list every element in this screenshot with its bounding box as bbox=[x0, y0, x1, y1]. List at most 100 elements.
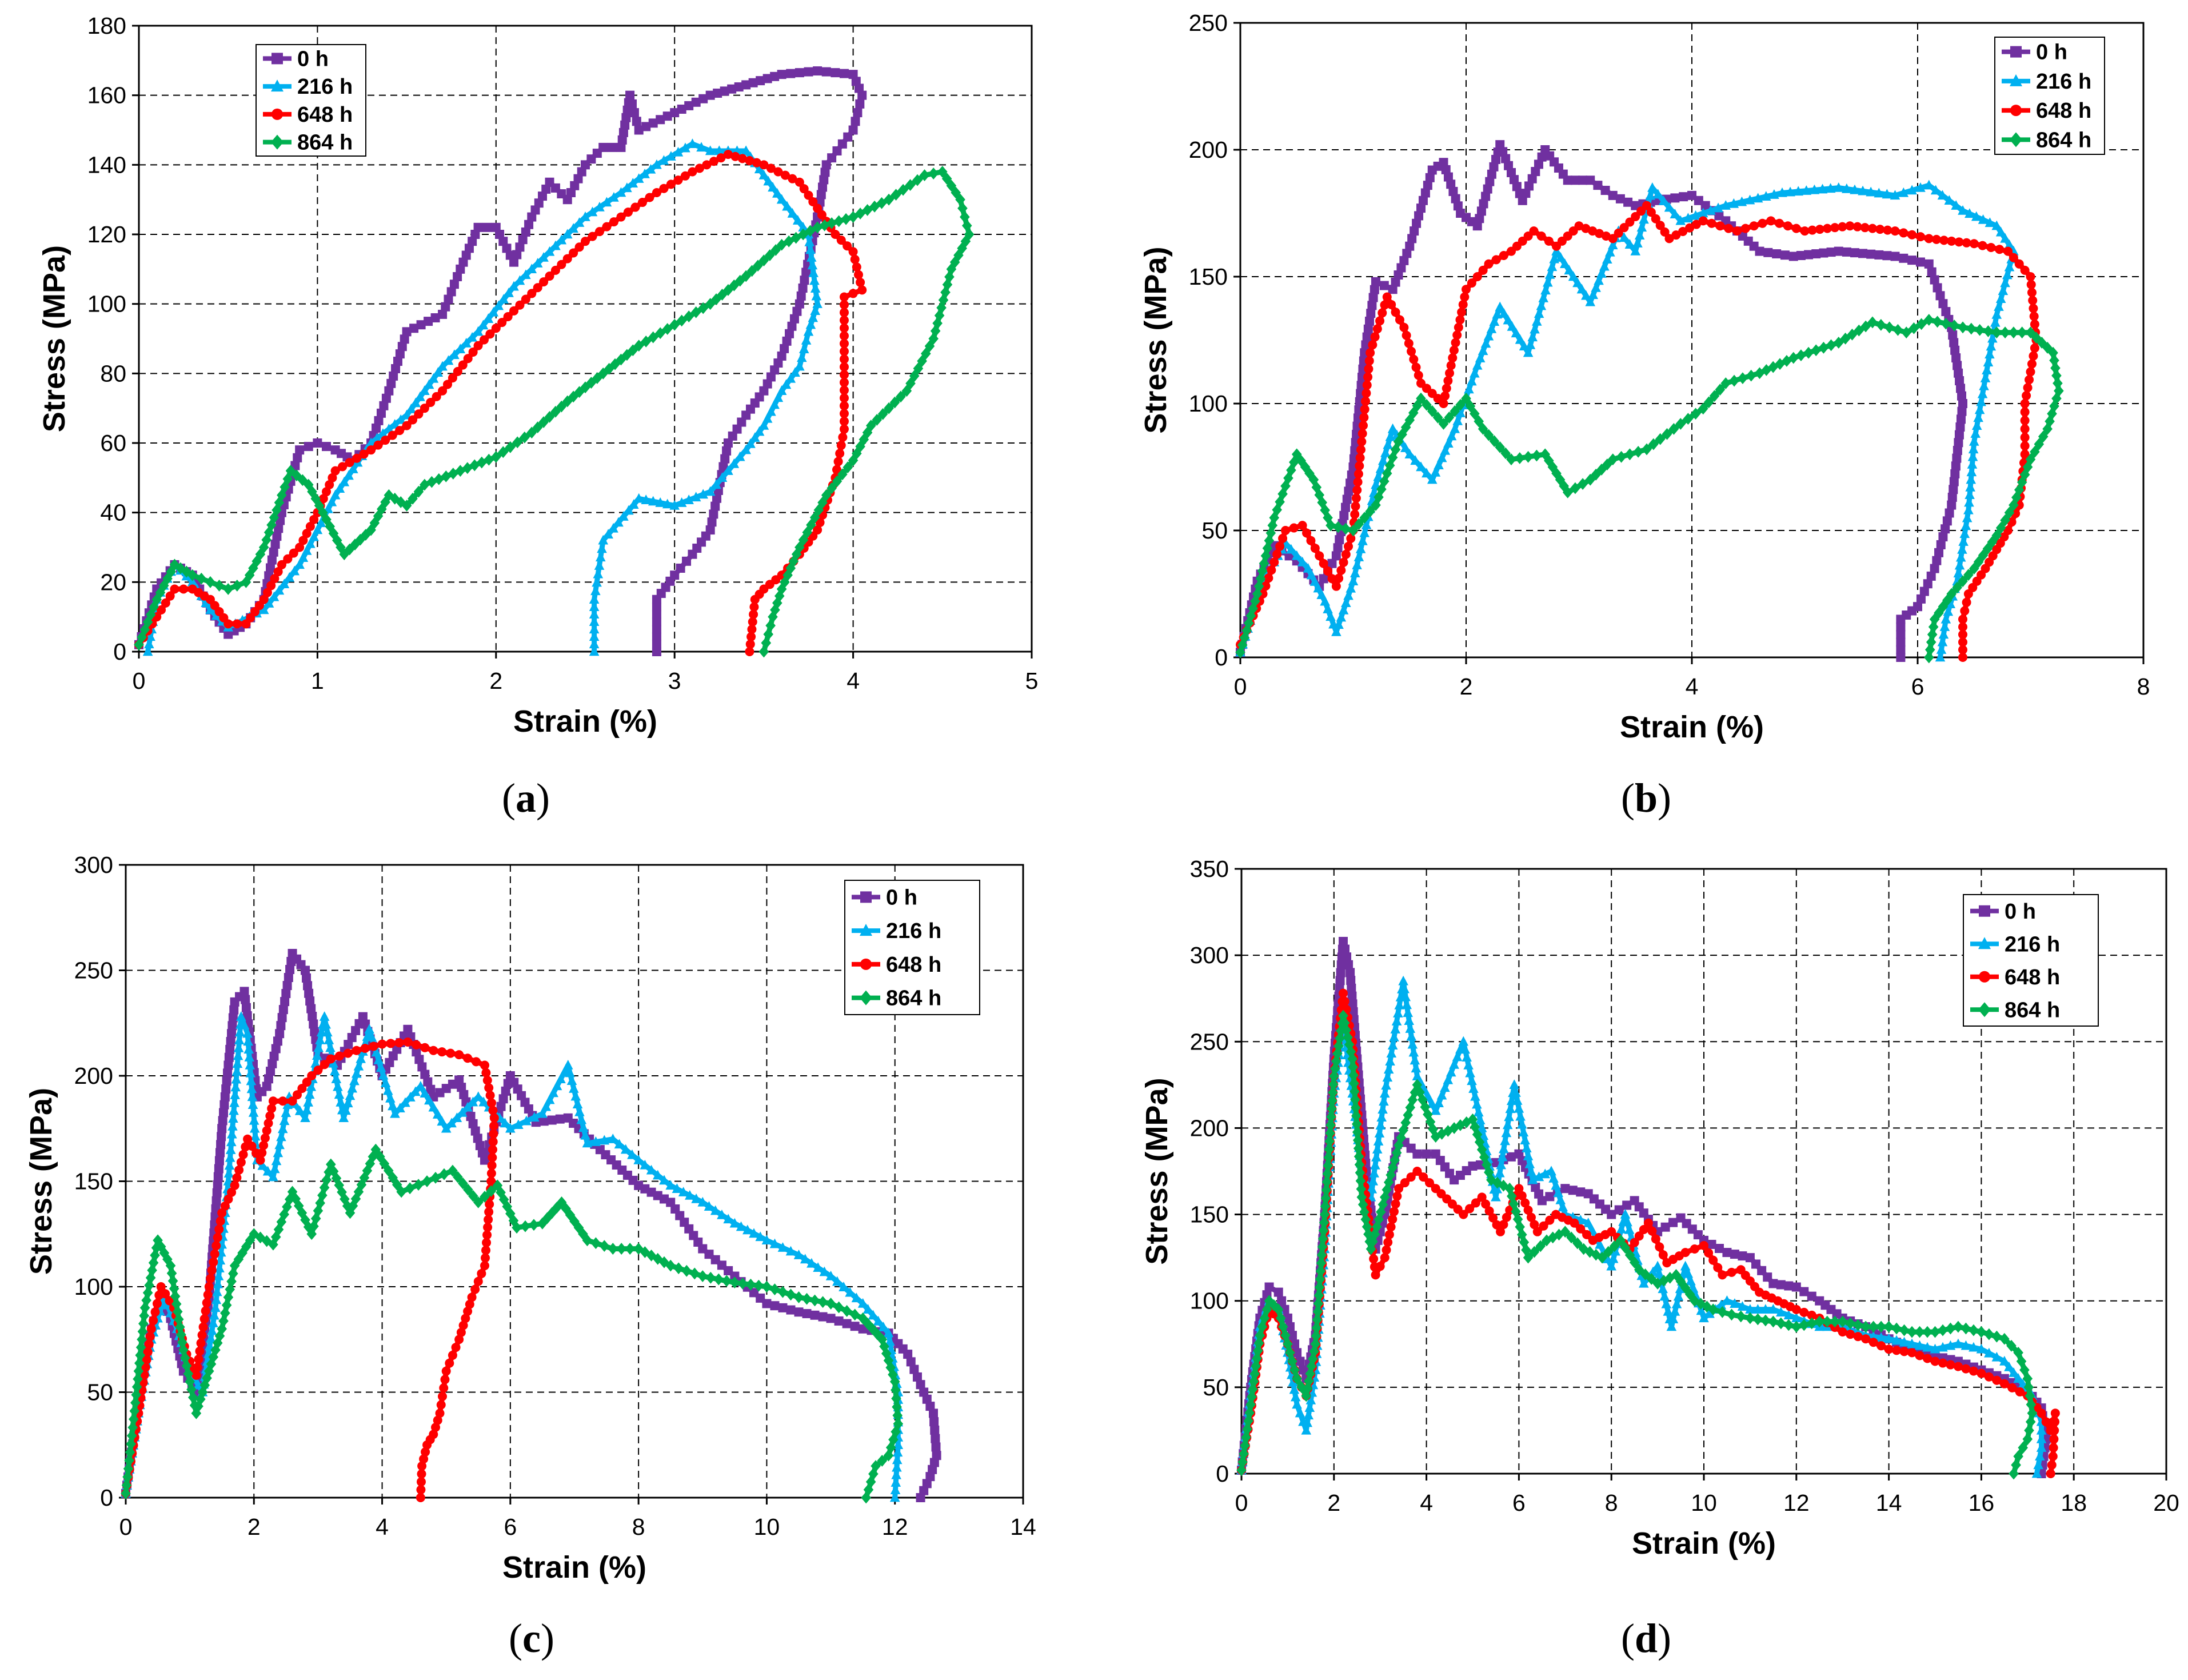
data-point bbox=[676, 497, 687, 507]
data-point bbox=[836, 441, 846, 450]
data-point bbox=[1302, 1382, 1313, 1395]
data-point bbox=[1936, 644, 1947, 654]
data-point bbox=[229, 1105, 239, 1115]
data-point bbox=[1317, 1240, 1328, 1253]
data-point bbox=[1631, 201, 1640, 210]
data-point bbox=[827, 482, 837, 494]
data-point bbox=[1991, 326, 2002, 339]
data-point bbox=[1325, 611, 1336, 621]
data-point bbox=[1240, 1439, 1250, 1452]
data-point bbox=[946, 179, 957, 192]
data-point bbox=[1343, 1031, 1353, 1044]
data-point bbox=[465, 1299, 474, 1309]
data-point bbox=[408, 415, 418, 425]
data-point bbox=[1607, 1227, 1616, 1236]
legend-label: 0 h bbox=[2005, 900, 2036, 924]
data-point bbox=[428, 1102, 439, 1112]
data-point bbox=[1990, 317, 2001, 327]
data-point bbox=[445, 1358, 454, 1368]
legend-label: 648 h bbox=[2036, 99, 2091, 123]
data-point bbox=[839, 393, 849, 403]
data-point bbox=[1624, 1249, 1635, 1262]
data-point bbox=[455, 344, 466, 353]
data-point bbox=[515, 242, 525, 252]
data-point bbox=[1373, 471, 1384, 481]
data-point bbox=[1695, 1298, 1706, 1310]
data-point bbox=[1949, 477, 1959, 486]
data-point bbox=[345, 458, 354, 468]
data-point bbox=[1555, 1194, 1566, 1204]
data-point bbox=[1491, 255, 1501, 265]
data-point bbox=[1439, 399, 1448, 408]
data-point bbox=[1572, 1237, 1583, 1250]
data-point bbox=[705, 486, 716, 496]
data-point bbox=[1312, 1306, 1323, 1318]
data-point bbox=[538, 191, 548, 201]
data-point bbox=[482, 1238, 492, 1247]
y-tick-label: 120 bbox=[87, 221, 126, 248]
data-point bbox=[1492, 1176, 1503, 1189]
data-point bbox=[1292, 1348, 1302, 1358]
data-point bbox=[1373, 1136, 1384, 1146]
data-point bbox=[1306, 1360, 1317, 1372]
data-point bbox=[2049, 1443, 2058, 1452]
y-tick-label: 80 bbox=[100, 360, 126, 386]
data-point bbox=[2051, 369, 2062, 382]
data-point bbox=[813, 504, 824, 516]
data-point bbox=[826, 1314, 836, 1323]
data-point bbox=[1768, 361, 1778, 373]
data-point bbox=[2014, 259, 2024, 269]
data-point bbox=[1464, 384, 1474, 394]
data-point bbox=[318, 494, 328, 504]
data-point bbox=[1568, 1186, 1578, 1195]
data-point bbox=[1488, 1213, 1498, 1223]
data-point bbox=[467, 1292, 477, 1302]
data-point bbox=[817, 1296, 828, 1308]
data-point bbox=[1648, 1266, 1658, 1276]
data-point bbox=[629, 108, 639, 118]
data-point bbox=[1560, 1226, 1571, 1238]
data-point bbox=[328, 1058, 338, 1068]
data-point bbox=[2027, 1407, 2038, 1419]
data-point bbox=[955, 193, 965, 206]
data-point bbox=[684, 494, 694, 504]
data-point bbox=[808, 197, 818, 206]
data-point bbox=[441, 470, 452, 482]
data-point bbox=[903, 1350, 913, 1359]
data-point bbox=[214, 580, 225, 592]
data-point bbox=[633, 493, 644, 503]
data-point bbox=[1926, 636, 1937, 648]
data-point bbox=[1959, 528, 1970, 538]
data-point bbox=[166, 1267, 177, 1279]
data-point bbox=[1392, 1191, 1402, 1201]
data-point bbox=[463, 1183, 473, 1196]
data-point bbox=[1386, 1222, 1396, 1232]
data-point bbox=[334, 483, 345, 493]
data-point bbox=[707, 517, 717, 527]
data-point bbox=[1624, 448, 1635, 461]
data-point bbox=[1251, 1360, 1261, 1372]
data-point bbox=[1527, 332, 1538, 342]
data-point bbox=[574, 1106, 585, 1116]
data-point bbox=[420, 1070, 430, 1079]
data-point bbox=[582, 1138, 593, 1148]
data-point bbox=[931, 1434, 940, 1443]
data-point bbox=[1375, 463, 1386, 473]
data-point bbox=[360, 1044, 370, 1054]
data-point bbox=[2053, 377, 2063, 389]
data-point bbox=[1978, 241, 1987, 250]
data-point bbox=[1503, 314, 1514, 325]
data-point bbox=[144, 639, 154, 649]
data-point bbox=[1583, 1218, 1594, 1227]
data-point bbox=[187, 569, 198, 581]
data-point bbox=[1958, 630, 1967, 640]
data-point bbox=[486, 1168, 496, 1178]
data-point bbox=[833, 1301, 844, 1314]
data-point bbox=[1370, 1159, 1380, 1170]
data-point bbox=[1663, 1306, 1674, 1316]
data-point bbox=[566, 188, 576, 197]
data-point bbox=[763, 175, 774, 186]
data-point bbox=[1372, 324, 1382, 334]
y-tick-label: 50 bbox=[1203, 1374, 1229, 1400]
